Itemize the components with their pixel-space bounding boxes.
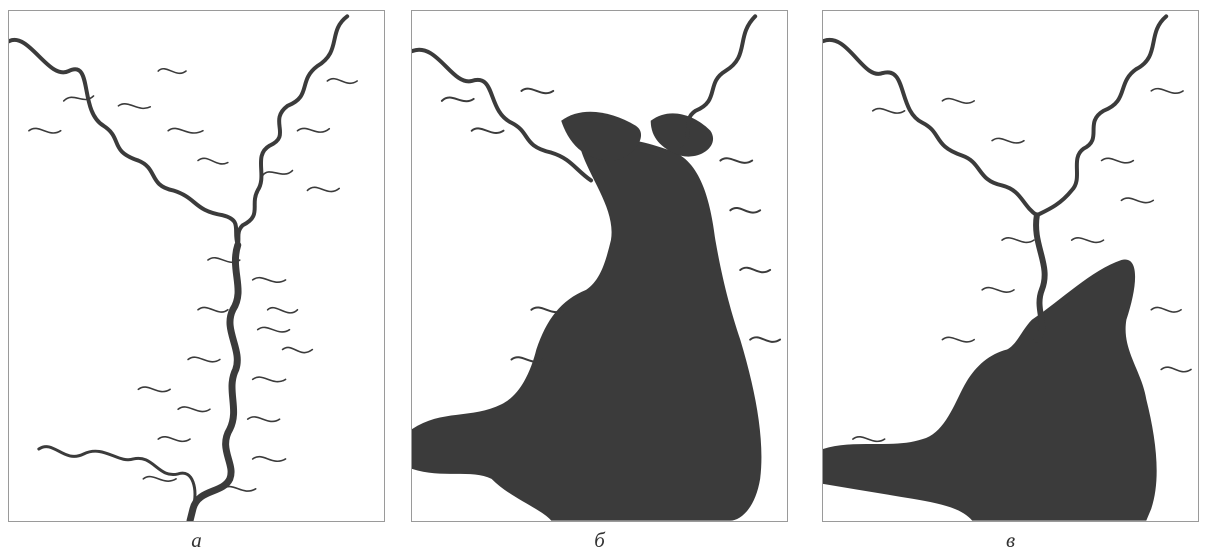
main-channel-west: [9, 37, 240, 248]
river-map-low-water: [9, 14, 358, 521]
flooded-area: [412, 139, 762, 521]
main-channel-south: [1033, 212, 1048, 343]
main-channel-east: [1034, 14, 1169, 218]
panel-caption-b: б: [594, 528, 605, 552]
main-channel-east: [678, 14, 758, 148]
main-channel-south: [186, 241, 242, 521]
map-panel-c: [822, 10, 1199, 522]
river-map-high-water: [412, 14, 782, 521]
flooded-area: [823, 259, 1157, 521]
main-channel-east: [235, 14, 350, 248]
panel-caption-c: в: [1005, 528, 1016, 552]
map-panel-b: [411, 10, 788, 522]
river-map-intermediate: [823, 14, 1192, 521]
main-channel-west: [412, 47, 594, 183]
tributary-southwest: [37, 445, 197, 511]
panel-caption-a: а: [191, 528, 202, 552]
map-panel-a: [8, 10, 385, 522]
main-channel-west: [823, 37, 1039, 218]
